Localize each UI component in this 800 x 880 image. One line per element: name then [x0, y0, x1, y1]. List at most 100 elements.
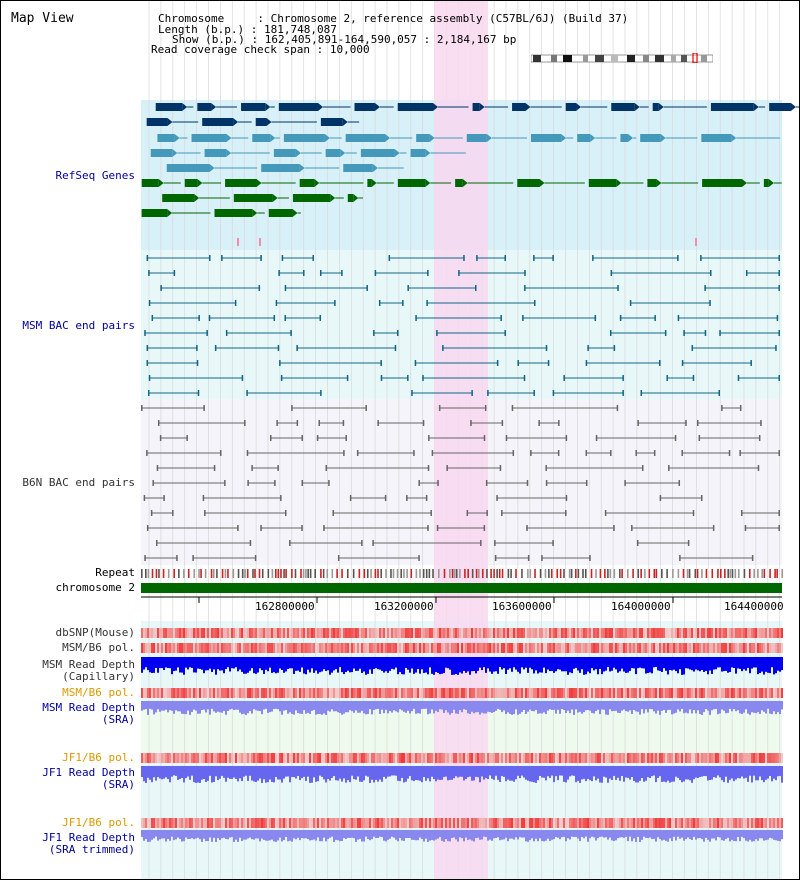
msm-depth-capillary-bar	[251, 657, 253, 669]
dbsnp-strip	[521, 628, 523, 638]
msm-depth-capillary-bar	[745, 657, 747, 671]
jf1-pol2-strip	[523, 818, 525, 828]
msm-depth-capillary-bar	[197, 657, 199, 669]
msm-pol-strip	[543, 643, 545, 653]
b6n-bac-label[interactable]: B6N BAC end pairs	[22, 476, 135, 489]
jf1-depth-bar	[263, 766, 265, 780]
msm-pol2-strip	[195, 688, 197, 698]
msm-pol2-strip	[345, 688, 347, 698]
jf1-depth-bar	[569, 766, 571, 777]
dbsnp-strip	[285, 628, 287, 638]
msm-bac-label[interactable]: MSM BAC end pairs	[22, 319, 135, 332]
jf1-pol2-strip	[781, 818, 783, 828]
repeat-mark	[320, 569, 322, 578]
msm-depth-capillary-bar	[547, 657, 549, 670]
jf1-depth-bar	[607, 766, 609, 783]
msm-pol2-strip	[539, 688, 541, 698]
jf1-depth-bar	[171, 766, 173, 777]
jf1-pol-strip	[283, 753, 285, 763]
msm-depth-sra-bar	[561, 701, 563, 709]
msm-bac-pair-end	[533, 390, 535, 396]
jf1-depth-bar	[775, 766, 777, 781]
dbsnp-strip	[279, 628, 281, 638]
msm-depth-capillary-bar	[309, 657, 311, 673]
msm-depth-capillary-bar	[355, 657, 357, 671]
repeat-mark	[455, 569, 458, 578]
jf1-depth-bar	[631, 766, 633, 778]
msm-depth-capillary-bar	[487, 657, 489, 669]
msm-depth-sra-bar	[625, 701, 627, 712]
msm-pol2-strip	[711, 688, 713, 698]
gene-exon	[397, 179, 426, 187]
jf1-trim-depth-bar	[275, 830, 277, 842]
jf1-pol2-strip	[769, 818, 771, 828]
msm-pol2-strip	[573, 688, 575, 698]
jf1-pol2-strip	[711, 818, 713, 828]
jf1-pol2-strip	[719, 818, 721, 828]
msm-depth-capillary-bar	[493, 657, 495, 672]
dbsnp-strip	[685, 628, 687, 638]
msm-pol-strip	[461, 643, 463, 653]
jf1-pol2-strip	[343, 818, 345, 828]
msm-depth-sra-bar	[731, 701, 733, 712]
jf1-trim-depth-bar	[367, 830, 369, 840]
msm-pol2-strip	[675, 688, 677, 698]
gene-exon	[241, 103, 266, 111]
dbsnp-strip	[233, 628, 235, 638]
msm-depth-sra-bar	[349, 701, 351, 711]
b6n-bac-pair-end	[186, 435, 188, 441]
jf1-depth-bar	[213, 766, 215, 782]
msm-pol-strip	[371, 643, 373, 653]
jf1-depth-bar	[427, 766, 429, 779]
jf1-depth-bar	[351, 766, 353, 776]
length-key: Length (b.p.)	[158, 23, 245, 36]
jf1-pol2-strip	[635, 818, 637, 828]
jf1-trim-depth-bar	[717, 830, 719, 837]
jf1-pol2-strip	[721, 818, 723, 828]
msm-depth-capillary-bar	[193, 657, 195, 673]
msm-pol-strip	[599, 643, 601, 653]
msm-depth-sra-bar	[223, 701, 225, 712]
jf1-pol2-strip	[443, 818, 445, 828]
jf1-trim-depth-bar	[695, 830, 697, 840]
msm-pol2-strip	[457, 688, 459, 698]
msm-pol2-strip	[205, 688, 207, 698]
chromosome-ideogram[interactable]	[531, 53, 713, 63]
msm-depth-capillary-bar	[705, 657, 707, 671]
jf1-pol2-strip	[701, 818, 703, 828]
msm-bac-pair-end	[436, 330, 438, 336]
jf1-trim-depth-bar	[185, 830, 187, 838]
msm-depth-capillary-bar	[329, 657, 331, 675]
jf1-depth-bar	[509, 766, 511, 781]
repeat-mark	[237, 569, 240, 578]
msm-pol-strip	[657, 643, 659, 653]
msm-pol2-strip	[761, 688, 763, 698]
jf1-trim-depth-bar	[473, 830, 475, 842]
b6n-bac-pair-end	[301, 480, 304, 486]
jf1-depth-bar	[181, 766, 183, 779]
jf1-pol-strip	[305, 753, 307, 763]
jf1-depth-bar	[251, 766, 253, 781]
dbsnp-strip	[175, 628, 177, 638]
dbsnp-strip	[537, 628, 539, 638]
dbsnp-strip	[299, 628, 301, 638]
jf1-pol2-strip	[259, 818, 261, 828]
jf1-depth-bar	[667, 766, 669, 781]
jf1-trim-depth-bar	[479, 830, 481, 840]
refseq-genes-label[interactable]: RefSeq Genes	[55, 169, 135, 182]
msm-depth-sra-bar	[617, 701, 619, 713]
jf1-pol2-strip	[497, 818, 499, 828]
gene-arrow	[265, 103, 271, 111]
msm-depth-sra-bar	[307, 701, 309, 713]
dbsnp-strip	[163, 628, 165, 638]
msm-pol-strip	[515, 643, 517, 653]
jf1-trim-depth-bar	[627, 830, 629, 842]
jf1-trim-depth-bar	[569, 830, 571, 840]
jf1-pol2-strip	[599, 818, 601, 828]
jf1-trim-depth-bar	[265, 830, 267, 841]
msm-pol2-strip	[531, 688, 533, 698]
dbsnp-strip	[191, 628, 193, 638]
msm-pol2-strip	[719, 688, 721, 698]
dbsnp-strip	[769, 628, 771, 638]
